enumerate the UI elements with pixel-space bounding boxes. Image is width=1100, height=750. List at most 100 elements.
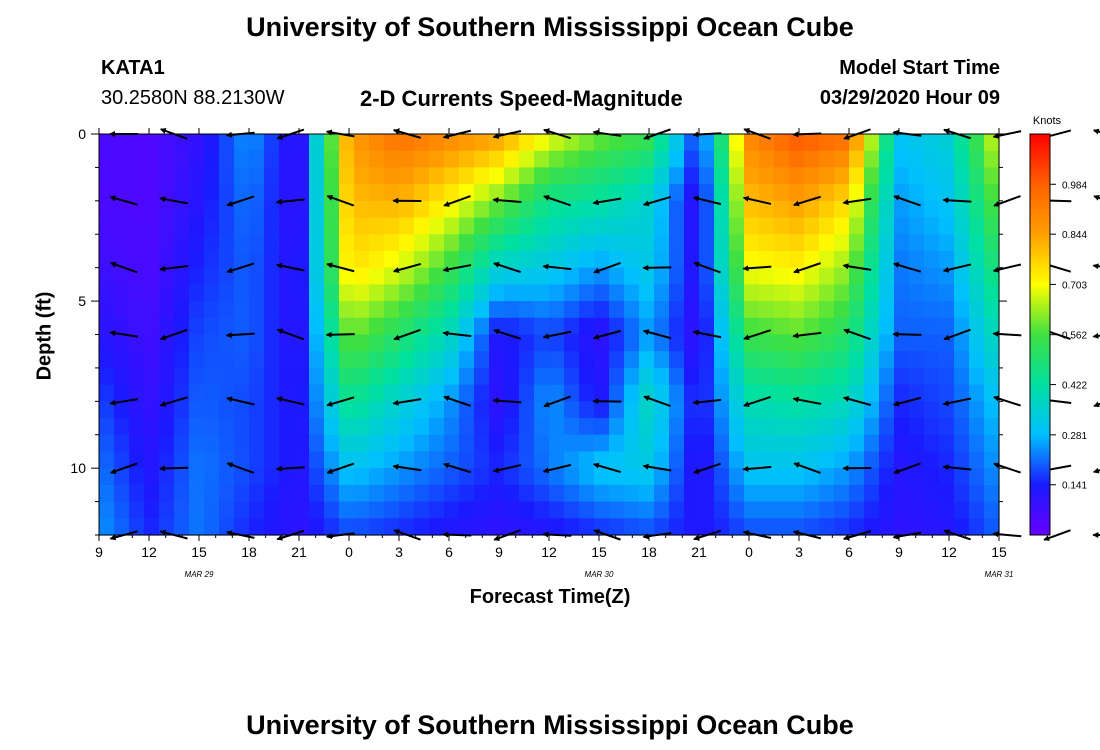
heatmap-cell: [444, 217, 460, 235]
x-tick-label: 18: [641, 544, 657, 560]
heatmap-cell: [384, 468, 400, 486]
heatmap-cell: [954, 434, 970, 453]
heatmap-cell: [354, 468, 370, 486]
x-tick-labels: 9 12 15 18 21 0 3 6 9 12 15 18 21 0 3 6 9 12 15: [95, 544, 1007, 560]
heatmap-cell: [339, 184, 355, 202]
heatmap-cell: [144, 434, 160, 453]
heatmap-cell: [654, 434, 670, 453]
heatmap-cell: [864, 367, 880, 386]
heatmap-cell: [429, 200, 445, 219]
heatmap-cell: [774, 134, 790, 152]
heatmap-cell: [294, 518, 310, 536]
heatmap-cell: [954, 468, 970, 486]
heatmap-cell: [369, 351, 385, 369]
heatmap-cell: [864, 250, 880, 269]
heatmap-cell: [474, 250, 490, 269]
current-vector-arrow: [492, 197, 522, 204]
heatmap-cell: [969, 217, 985, 235]
heatmap-cell: [459, 384, 475, 402]
heatmap-cell: [969, 418, 985, 436]
heatmap-cell: [444, 234, 460, 252]
heatmap-cell: [969, 267, 985, 285]
heatmap-cell: [639, 367, 655, 386]
heatmap-cell: [369, 301, 385, 319]
heatmap-cell: [804, 418, 820, 436]
heatmap-cell: [159, 167, 175, 185]
heatmap-cell: [489, 284, 505, 302]
heatmap-cell: [714, 134, 730, 152]
heatmap-cell: [564, 167, 580, 185]
heatmap-cell: [219, 418, 235, 436]
heatmap-cell: [609, 434, 625, 453]
heatmap-cell: [219, 468, 235, 486]
heatmap-cell: [264, 451, 280, 469]
heatmap-cell: [279, 451, 295, 469]
heatmap-cell: [174, 451, 190, 469]
heatmap-cell: [309, 301, 325, 319]
heatmap-cell: [99, 367, 115, 386]
heatmap-cell: [354, 501, 370, 519]
heatmap-cell: [684, 518, 700, 536]
heatmap-cell: [729, 250, 745, 269]
heatmap-cell: [309, 200, 325, 219]
heatmap-cell: [924, 150, 940, 169]
heatmap-cell: [234, 451, 250, 469]
heatmap-cell: [729, 468, 745, 486]
heatmap-cell: [564, 284, 580, 302]
heatmap-cell: [354, 150, 370, 169]
heatmap-cell: [399, 150, 415, 169]
heatmap-cell: [909, 351, 925, 369]
heatmap-cell: [564, 384, 580, 402]
heatmap-cell: [114, 468, 130, 486]
current-vector-arrow: [542, 263, 572, 271]
heatmap-cell: [954, 334, 970, 352]
current-vector-arrow: [543, 195, 571, 207]
current-vector-arrow: [892, 331, 922, 338]
heatmap-cell: [774, 434, 790, 453]
heatmap-cell: [609, 167, 625, 185]
heatmap-cell: [834, 401, 850, 419]
heatmap-cell: [144, 468, 160, 486]
heatmap-cell: [174, 234, 190, 252]
heatmap-cell: [669, 351, 685, 369]
heatmap-cell: [954, 200, 970, 219]
heatmap-cell: [189, 351, 205, 369]
current-vector-arrow: [1093, 194, 1100, 201]
heatmap-cell: [519, 468, 535, 486]
heatmap-cell: [519, 250, 535, 269]
heatmap-cell: [654, 468, 670, 486]
heatmap-cell: [534, 301, 550, 319]
heatmap-cell: [624, 501, 640, 519]
heatmap-cell: [144, 134, 160, 152]
colorbar-unit-label: Knots: [1033, 115, 1062, 127]
heatmap-cell: [684, 167, 700, 185]
heatmap-cell: [399, 284, 415, 302]
heatmap-cell: [984, 351, 1000, 369]
heatmap-cell: [789, 284, 805, 302]
heatmap-cell: [939, 250, 955, 269]
heatmap-cell: [684, 134, 700, 152]
heatmap-cell: [954, 284, 970, 302]
heatmap-cell: [834, 301, 850, 319]
heatmap-cell: [504, 451, 520, 469]
heatmap-cell: [324, 317, 340, 336]
heatmap-cell: [579, 351, 595, 369]
heatmap-cell: [969, 250, 985, 269]
heatmap-cell: [504, 217, 520, 235]
heatmap-cell: [834, 234, 850, 252]
heatmap-cell: [609, 234, 625, 252]
heatmap-cell: [174, 418, 190, 436]
heatmap-cell: [219, 451, 235, 469]
heatmap-cell: [774, 501, 790, 519]
heatmap-cell: [924, 501, 940, 519]
heatmap-cell: [849, 484, 865, 503]
heatmap-cell: [924, 468, 940, 486]
heatmap-cell: [174, 484, 190, 503]
heatmap-cell: [504, 401, 520, 419]
heatmap-cell: [534, 200, 550, 219]
heatmap-cell: [639, 401, 655, 419]
x-tick-label: 21: [291, 544, 307, 560]
heatmap-cell: [609, 484, 625, 503]
heatmap-cell: [264, 434, 280, 453]
heatmap-cell: [429, 184, 445, 202]
